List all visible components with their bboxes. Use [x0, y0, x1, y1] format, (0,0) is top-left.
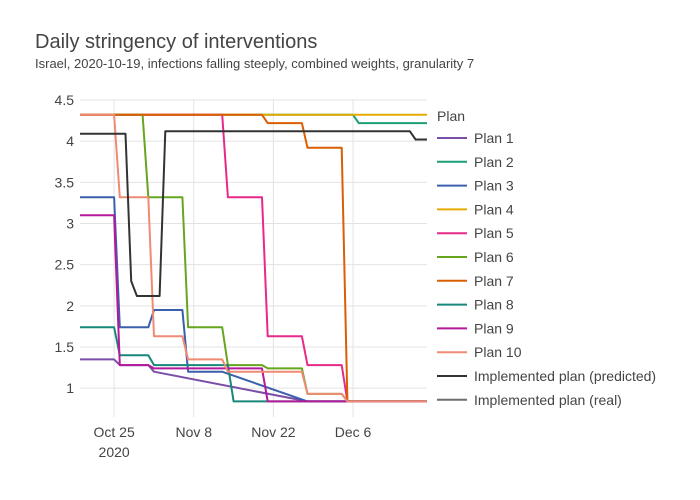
legend-label: Plan 3	[474, 178, 514, 194]
chart-subtitle: Israel, 2020-10-19, infections falling s…	[35, 56, 475, 71]
legend-label: Implemented plan (real)	[474, 392, 622, 408]
legend-item-plan-2[interactable]: Plan 2	[437, 154, 514, 170]
x-tick-label: Nov 22	[251, 424, 296, 440]
x-tick-label: Dec 6	[335, 424, 372, 440]
series-line-plan-10	[80, 113, 427, 403]
legend-label: Plan 8	[474, 297, 514, 313]
legend-label: Plan 2	[474, 154, 514, 170]
legend-item-plan-1[interactable]: Plan 1	[437, 130, 514, 146]
y-tick-label: 4.5	[55, 92, 75, 108]
series-line-plan-2	[80, 113, 427, 125]
legend-label: Plan 4	[474, 201, 514, 217]
chart-title: Daily stringency of interventions	[35, 31, 318, 53]
legend-item-plan-9[interactable]: Plan 9	[437, 320, 514, 336]
axis-labels: 1 1.5 2 2.5 3 3.5 4 4.5 Oct 25 2020 Nov 8 Nov 22 Dec…	[55, 92, 372, 460]
legend-item-plan-8[interactable]: Plan 8	[437, 297, 514, 313]
y-tick-label: 3	[66, 216, 74, 232]
y-tick-label: 1.5	[55, 339, 75, 355]
series-line-plan-6	[80, 113, 427, 403]
y-tick-label: 4	[66, 133, 74, 149]
y-tick-label: 2.5	[55, 257, 75, 273]
legend-item-plan-7[interactable]: Plan 7	[437, 273, 514, 289]
legend-title: Plan	[437, 108, 465, 124]
legend-label: Implemented plan (predicted)	[474, 368, 656, 384]
grid-lines	[80, 99, 427, 417]
series-line-plan-9	[80, 214, 427, 403]
series-line-implemented-plan-predicted	[80, 130, 427, 297]
legend-label: Plan 6	[474, 249, 514, 265]
legend-item-implemented-plan-predicted[interactable]: Implemented plan (predicted)	[437, 368, 656, 384]
legend-label: Plan 5	[474, 225, 514, 241]
legend-item-plan-3[interactable]: Plan 3	[437, 178, 514, 194]
x-tick-label: Oct 25	[94, 424, 135, 440]
legend-item-plan-6[interactable]: Plan 6	[437, 249, 514, 265]
y-tick-label: 1	[66, 380, 74, 396]
x-tick-year-label: 2020	[99, 444, 130, 460]
y-tick-label: 2	[66, 298, 74, 314]
legend-item-implemented-plan-real[interactable]: Implemented plan (real)	[437, 392, 622, 408]
y-tick-label: 3.5	[55, 174, 75, 190]
series-line-plan-7	[80, 113, 427, 403]
legend[interactable]: Plan Plan 1 Plan 2 Plan 3 Plan 4 Plan 5 Plan 6…	[437, 108, 656, 408]
legend-label: Plan 7	[474, 273, 514, 289]
legend-label: Plan 10	[474, 344, 522, 360]
legend-item-plan-10[interactable]: Plan 10	[437, 344, 522, 360]
series-line-plan-8	[80, 326, 427, 403]
legend-label: Plan 9	[474, 320, 514, 336]
legend-item-plan-4[interactable]: Plan 4	[437, 201, 514, 217]
plot-series	[80, 113, 427, 403]
series-line-plan-5	[80, 113, 427, 403]
legend-label: Plan 1	[474, 130, 514, 146]
legend-item-plan-5[interactable]: Plan 5	[437, 225, 514, 241]
x-tick-label: Nov 8	[175, 424, 212, 440]
